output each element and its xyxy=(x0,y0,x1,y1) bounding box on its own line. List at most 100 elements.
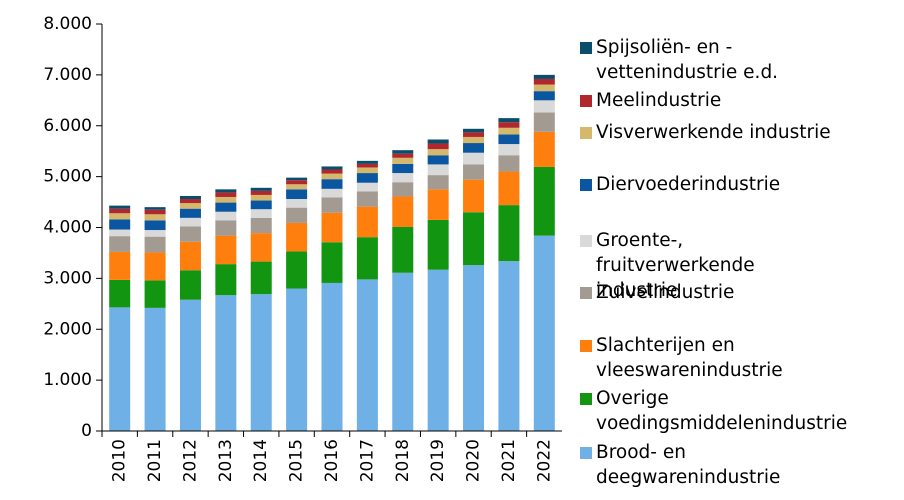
x-tick-label-group: 2020 xyxy=(464,439,484,482)
bar-segment xyxy=(144,209,166,215)
x-tick-label: 2017 xyxy=(357,439,377,482)
bar-segment xyxy=(498,171,520,206)
bar-segment xyxy=(533,74,555,79)
legend-item: Meelindustrie xyxy=(580,88,900,113)
bar-segment xyxy=(144,280,166,308)
bar-segment xyxy=(144,220,166,231)
bar-segment xyxy=(144,214,166,221)
x-tick-label: 2021 xyxy=(499,439,519,482)
legend-label: Slachterijen en vleeswarenindustrie xyxy=(596,335,783,381)
x-tick-label: 2012 xyxy=(180,439,200,482)
y-tick-label: 7.000 xyxy=(43,65,92,85)
bar-segment xyxy=(356,279,378,431)
bar-segment xyxy=(356,191,378,207)
bar-segment xyxy=(392,272,414,431)
bar-segment xyxy=(215,189,237,193)
y-tick-label: 0 xyxy=(81,421,92,441)
bar-segment xyxy=(463,132,485,137)
bar-segment xyxy=(356,182,378,192)
legend-swatch xyxy=(580,393,592,405)
bar-segment xyxy=(463,128,485,133)
legend-item: Diervoederindustrie xyxy=(580,172,900,197)
bar-segment xyxy=(321,242,343,283)
bar-segment xyxy=(427,143,449,150)
bar-segment xyxy=(392,153,414,158)
x-tick-label-group: 2016 xyxy=(322,439,342,482)
bar-segment xyxy=(179,195,201,200)
bar-segment xyxy=(179,203,201,209)
legend-label: Brood- en deegwarenindustrie xyxy=(596,442,781,488)
bar-segment xyxy=(498,118,520,123)
bar-segment xyxy=(109,251,131,280)
bar-segment xyxy=(498,261,520,431)
legend-label: Zuivelindustrie xyxy=(596,282,735,303)
bar-segment xyxy=(463,212,485,266)
bar-segment xyxy=(109,236,131,252)
bar-segment xyxy=(498,127,520,135)
legend-label: Spijsoliën- en -vettenindustrie e.d. xyxy=(596,37,779,83)
bar-segment xyxy=(286,288,308,431)
bar-segment xyxy=(498,144,520,156)
bar-segment xyxy=(392,173,414,183)
legend-item: Brood- en deegwarenindustrie xyxy=(580,440,900,490)
bar-segment xyxy=(215,192,237,197)
bar-segment xyxy=(286,222,308,252)
bar-segment xyxy=(463,136,485,144)
bar-segment xyxy=(498,205,520,262)
bar-segment xyxy=(250,190,272,195)
bar-segment xyxy=(179,199,201,204)
bar-segment xyxy=(533,166,555,236)
bar-segment xyxy=(250,217,272,234)
bar-segment xyxy=(215,202,237,212)
bar-segment xyxy=(250,209,272,218)
x-tick-label-group: 2010 xyxy=(110,439,130,482)
y-tick-label: 4.000 xyxy=(43,218,92,238)
bar-segment xyxy=(109,208,131,214)
bar-segment xyxy=(427,175,449,190)
bar-segment xyxy=(427,219,449,270)
y-tick-label: 2.000 xyxy=(43,319,92,339)
bar-segment xyxy=(498,134,520,145)
bar-segment xyxy=(250,200,272,210)
bar-segment xyxy=(215,211,237,221)
bar-segment xyxy=(144,236,166,253)
bar-segment xyxy=(427,189,449,220)
bar-segment xyxy=(498,122,520,128)
bar-segment xyxy=(109,229,131,237)
bar-segment xyxy=(392,182,414,197)
bar-segment xyxy=(286,184,308,190)
bar-segment xyxy=(179,208,201,218)
bar-segment xyxy=(215,220,237,236)
x-tick-label-group: 2019 xyxy=(428,439,448,482)
legend-item: Overige voedingsmiddelenindustrie xyxy=(580,386,900,436)
legend-label: Visverwerkende industrie xyxy=(596,122,831,143)
bar-segment xyxy=(250,194,272,201)
x-tick-label: 2018 xyxy=(393,439,413,482)
bar-segment xyxy=(533,100,555,113)
bar-segment xyxy=(286,251,308,289)
bar-segment xyxy=(427,164,449,176)
bar-segment xyxy=(463,143,485,153)
bar-segment xyxy=(144,230,166,237)
legend-swatch xyxy=(580,235,592,247)
legend-label: Meelindustrie xyxy=(596,90,722,111)
bar-segment xyxy=(109,279,131,308)
bar-segment xyxy=(533,235,555,431)
bar-segment xyxy=(286,189,308,200)
x-tick-label: 2016 xyxy=(322,439,342,482)
x-tick-label: 2022 xyxy=(534,439,554,482)
legend-label: Overige voedingsmiddelenindustrie xyxy=(596,388,848,434)
bar-segment xyxy=(356,206,378,238)
x-tick-label-group: 2014 xyxy=(251,439,271,482)
bar-segment xyxy=(286,207,308,223)
bar-segment xyxy=(498,155,520,172)
bar-segment xyxy=(427,269,449,431)
legend-swatch xyxy=(580,340,592,352)
bar-segment xyxy=(321,179,343,189)
bar-segment xyxy=(463,152,485,165)
legend-item: Slachterijen en vleeswarenindustrie xyxy=(580,333,900,383)
bar-segment xyxy=(356,163,378,168)
bar-segment xyxy=(109,213,131,220)
bar-segment xyxy=(109,219,131,230)
